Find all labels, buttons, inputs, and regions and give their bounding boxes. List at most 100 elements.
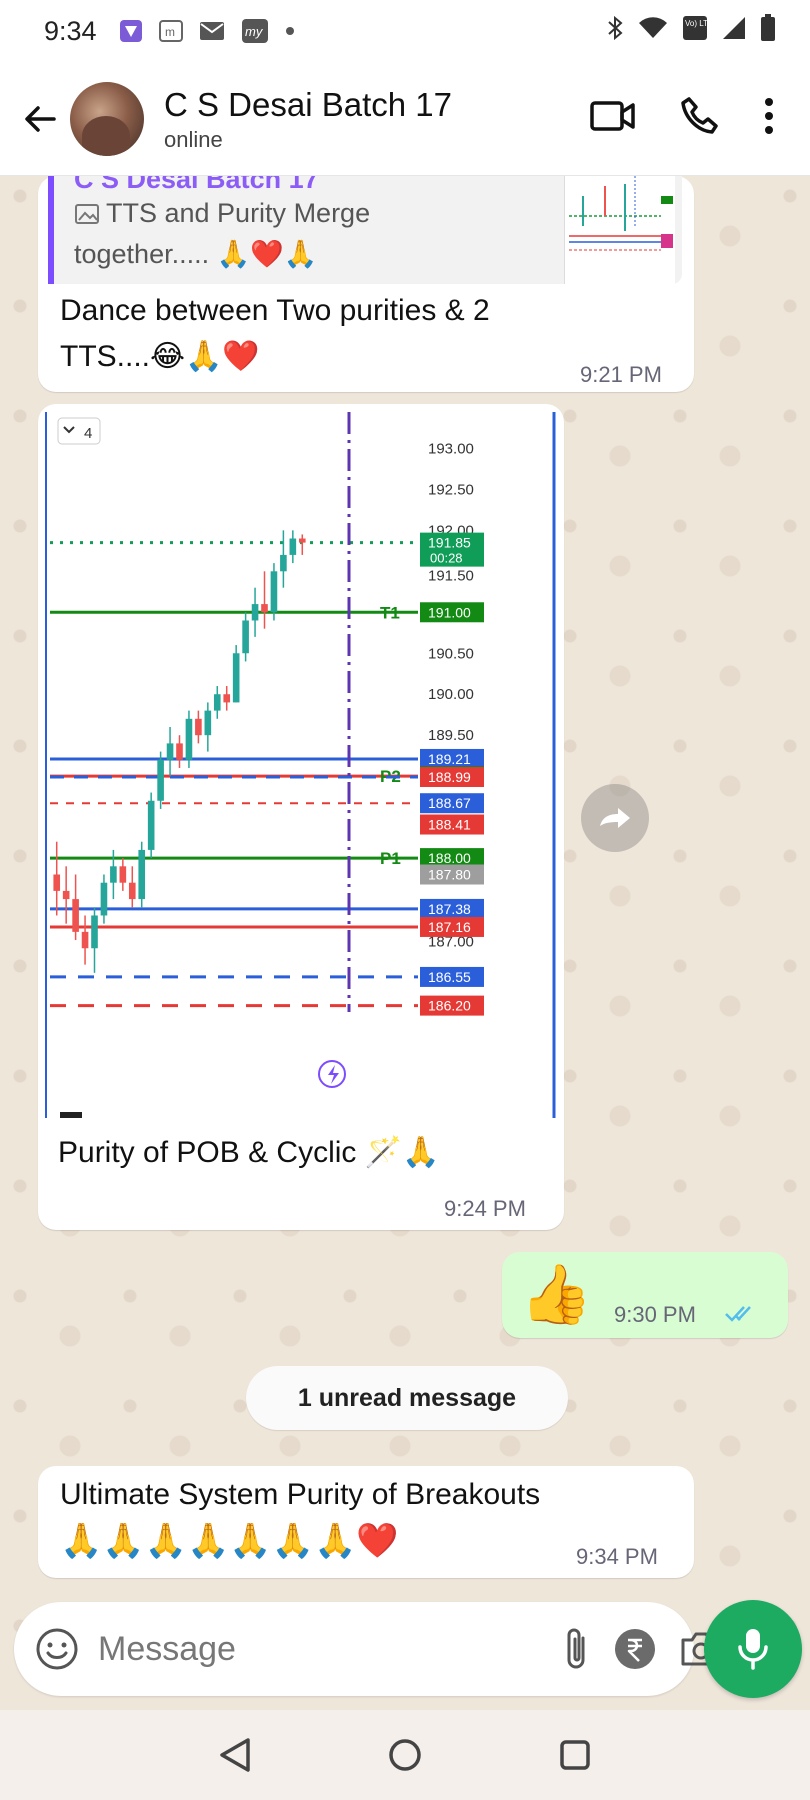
price-label-box (420, 793, 484, 814)
rupee-icon (615, 1629, 655, 1669)
candle-body (298, 538, 306, 543)
chart-badge-count: 4 (84, 425, 92, 442)
circle-home-icon (389, 1739, 421, 1771)
quote-text-2: together..... 🙏❤️🙏 (74, 239, 318, 269)
price-label-box (420, 898, 484, 919)
quote-text: TTS and Purity Merge (74, 198, 370, 229)
quote-author: C S Desai Batch 17 (74, 176, 319, 194)
candle-body (261, 604, 268, 613)
battery-icon (760, 14, 776, 48)
nav-home-button[interactable] (380, 1730, 430, 1780)
candle-body (289, 538, 297, 555)
price-label: 189.21 (428, 751, 471, 767)
price-label: 188.99 (428, 769, 471, 785)
more-vertical-icon (765, 98, 773, 134)
paperclip-icon (567, 1628, 585, 1669)
y-tick-label: 189.50 (428, 727, 474, 744)
message-text: 👍 (520, 1262, 593, 1327)
chevron-down-icon (63, 426, 75, 434)
message-time: 9:30 PM (614, 1302, 696, 1327)
price-label: 191.00 (428, 604, 471, 620)
message-time: 9:24 PM (444, 1196, 526, 1221)
read-ticks-icon (725, 1306, 751, 1322)
message-bubble[interactable]: C S Desai Batch 17 TTS and Purity Merge … (38, 176, 694, 392)
candle-body (62, 890, 70, 900)
payment-button[interactable] (613, 1623, 657, 1675)
candle-body (81, 931, 89, 949)
video-call-button[interactable] (590, 99, 636, 138)
y-tick-label: 192.50 (428, 481, 474, 498)
candle-body (138, 849, 146, 900)
message-text: Dance between Two purities & 2 TTS....😂🙏… (60, 294, 490, 373)
emoji-button[interactable] (34, 1626, 80, 1672)
price-label: 188.67 (428, 795, 471, 811)
quote-thumbnail (564, 176, 675, 284)
collapse-badge (57, 417, 101, 445)
stream-app-icon (119, 19, 143, 43)
y-tick-label: 190.00 (428, 686, 474, 703)
price-label-box (420, 995, 484, 1016)
bluetooth-icon (606, 15, 624, 47)
svg-text:m: m (165, 25, 175, 39)
attach-button[interactable] (563, 1623, 591, 1675)
voice-call-button[interactable] (680, 96, 720, 141)
chat-status: online (164, 126, 223, 152)
price-label-box (420, 848, 484, 869)
candle-body (185, 718, 193, 760)
svg-text:my: my (245, 24, 264, 39)
message-composer (14, 1602, 721, 1696)
y-tick-label: 191.50 (428, 567, 474, 584)
candle-body (72, 899, 79, 932)
message-time: 9:21 PM (580, 362, 662, 387)
candle-body (166, 743, 174, 760)
smiley-icon (36, 1628, 78, 1670)
forward-button[interactable] (581, 784, 649, 852)
chart-watermark (60, 1112, 82, 1118)
price-label-box (420, 864, 484, 885)
candle-body (242, 620, 249, 654)
nav-back-button[interactable] (210, 1730, 260, 1780)
candle-body (270, 571, 278, 613)
candle-body (251, 604, 259, 621)
avatar[interactable] (70, 81, 144, 156)
price-label: 188.41 (428, 817, 471, 833)
status-bar: 9:34 m my Vo) LTE (0, 0, 810, 62)
quoted-message[interactable]: C S Desai Batch 17 TTS and Purity Merge … (48, 176, 682, 284)
outgoing-message-bubble[interactable]: 👍 9:30 PM (502, 1252, 788, 1338)
price-label-box (420, 532, 484, 567)
price-label-box (420, 966, 484, 987)
price-label: 187.80 (428, 867, 471, 883)
system-nav-bar (0, 1710, 810, 1800)
svg-text:Vo) LTE: Vo) LTE (685, 19, 708, 28)
y-tick-label: 187.00 (428, 934, 474, 951)
chart-image[interactable]: 4 193.00 192.50 192.00 191.50 190.50 190.00 18… (44, 412, 558, 1118)
price-label-box (420, 916, 484, 937)
video-camera-icon (590, 101, 635, 131)
level-line-label: P1 (380, 849, 401, 868)
candle-body (223, 694, 231, 703)
candle-body (157, 759, 164, 801)
unread-banner: 1 unread message (246, 1366, 568, 1430)
chat-title-area[interactable]: C S Desai Batch 17 online (164, 85, 590, 153)
y-tick-label: 193.00 (428, 440, 474, 457)
square-recents-icon (560, 1740, 590, 1770)
candle-body (110, 866, 117, 883)
level-line-label: T1 (380, 603, 400, 622)
candle-body (147, 800, 155, 850)
nav-recents-button[interactable] (550, 1730, 600, 1780)
lightning-bolt (328, 1065, 339, 1084)
candle-body (100, 882, 108, 916)
price-label: 188.00 (428, 850, 471, 866)
candle-body (176, 743, 183, 760)
price-label: 187.16 (428, 919, 471, 935)
price-label-box (420, 748, 484, 769)
more-options-button[interactable] (764, 97, 774, 140)
volte-icon: Vo) LTE (682, 15, 713, 47)
message-bubble[interactable]: Ultimate System Purity of Breakouts 🙏🙏🙏🙏… (38, 1466, 694, 1578)
candle-body (204, 710, 212, 736)
price-label: 186.55 (428, 969, 471, 985)
back-button[interactable] (20, 99, 60, 139)
message-input[interactable] (98, 1629, 541, 1669)
y-tick-label: 190.50 (428, 645, 474, 662)
voice-record-button[interactable] (704, 1600, 802, 1698)
